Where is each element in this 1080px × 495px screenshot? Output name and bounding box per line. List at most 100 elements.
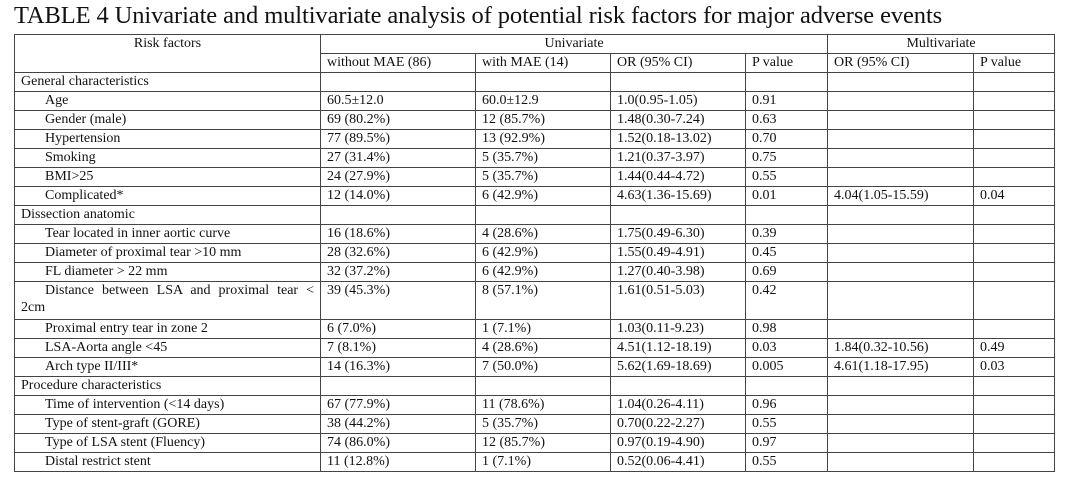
multi-p-cell [973,281,1056,320]
with-mae-cell: 12 (85.7%) [475,110,611,130]
uni-p-cell: 0.55 [744,452,829,472]
empty-cell [320,205,476,225]
table-row: Tear located in inner aortic curve 16 (18… [14,224,1056,244]
empty-cell [744,205,829,225]
empty-cell [610,205,746,225]
uni-or-cell: 4.51(1.12-18.19) [610,338,746,358]
uni-p-cell: 0.75 [744,148,829,168]
header-univariate: Univariate [319,34,829,54]
multi-or-cell: 1.84(0.32-10.56) [827,338,975,358]
empty-cell [827,376,975,396]
multi-p-cell [973,148,1056,168]
empty-cell [610,72,746,92]
header-multivariate: Multivariate [827,34,1056,54]
multi-p-cell [973,395,1056,415]
risk-factor-label: Diameter of proximal tear >10 mm [14,243,321,263]
without-mae-cell: 28 (32.6%) [320,243,476,263]
multi-p-cell [973,224,1056,244]
without-mae-cell: 27 (31.4%) [320,148,476,168]
with-mae-cell: 6 (42.9%) [475,186,611,206]
without-mae-cell: 16 (18.6%) [320,224,476,244]
with-mae-cell: 13 (92.9%) [475,129,611,149]
table-row: Hypertension 77 (89.5%) 13 (92.9%) 1.52(0.1… [14,129,1056,149]
risk-factor-label: Complicated* [14,186,321,206]
uni-or-cell: 1.48(0.30-7.24) [610,110,746,130]
risk-factor-label: Age [14,91,321,111]
header-multi-p: P value [973,53,1056,73]
header-with-mae: with MAE (14) [475,53,611,73]
multi-p-cell [973,452,1056,472]
empty-cell [973,205,1056,225]
uni-p-cell: 0.69 [744,262,829,282]
multi-p-cell: 0.03 [973,357,1056,377]
uni-p-cell: 0.63 [744,110,829,130]
multi-p-cell [973,91,1056,111]
empty-cell [475,376,611,396]
table-row: Type of stent-graft (GORE) 38 (44.2%) 5 (3… [14,414,1056,434]
multi-or-cell [827,262,975,282]
section-row: Procedure characteristics [14,376,1056,396]
without-mae-cell: 74 (86.0%) [320,433,476,453]
risk-factor-label: Distal restrict stent [14,452,321,472]
uni-p-cell: 0.45 [744,243,829,263]
uni-or-cell: 1.04(0.26-4.11) [610,395,746,415]
table-row: BMI>25 24 (27.9%) 5 (35.7%) 1.44(0.44-4.72)… [14,167,1056,187]
empty-cell [610,376,746,396]
risk-factor-label: Arch type II/III* [14,357,321,377]
table-row: Arch type II/III* 14 (16.3%) 7 (50.0%) 5.62… [14,357,1056,377]
multi-or-cell [827,110,975,130]
uni-p-cell: 0.39 [744,224,829,244]
with-mae-cell: 5 (35.7%) [475,167,611,187]
table-row: Complicated* 12 (14.0%) 6 (42.9%) 4.63(1.36… [14,186,1056,206]
with-mae-cell: 1 (7.1%) [475,319,611,339]
risk-factor-label: FL diameter > 22 mm [14,262,321,282]
uni-p-cell: 0.005 [744,357,829,377]
uni-or-cell: 1.03(0.11-9.23) [610,319,746,339]
header-multi-or: OR (95% CI) [827,53,975,73]
empty-cell [744,376,829,396]
table-row: Smoking 27 (31.4%) 5 (35.7%) 1.21(0.37-3.97… [14,148,1056,168]
uni-or-cell: 1.0(0.95-1.05) [610,91,746,111]
multi-or-cell: 4.61(1.18-17.95) [827,357,975,377]
uni-or-cell: 4.63(1.36-15.69) [610,186,746,206]
uni-p-cell: 0.55 [744,167,829,187]
multi-p-cell [973,110,1056,130]
with-mae-cell: 11 (78.6%) [475,395,611,415]
with-mae-cell: 4 (28.6%) [475,338,611,358]
uni-or-cell: 0.52(0.06-4.41) [610,452,746,472]
risk-factor-label: LSA-Aorta angle <45 [14,338,321,358]
with-mae-cell: 1 (7.1%) [475,452,611,472]
uni-p-cell: 0.03 [744,338,829,358]
table-row: Time of intervention (<14 days) 67 (77.9%… [14,395,1056,415]
uni-or-cell: 1.61(0.51-5.03) [610,281,746,320]
with-mae-cell: 7 (50.0%) [475,357,611,377]
with-mae-cell: 5 (35.7%) [475,414,611,434]
empty-cell [320,72,476,92]
without-mae-cell: 7 (8.1%) [320,338,476,358]
header-uni-or: OR (95% CI) [610,53,746,73]
without-mae-cell: 12 (14.0%) [320,186,476,206]
multi-or-cell [827,224,975,244]
multi-or-cell [827,148,975,168]
uni-p-cell: 0.91 [744,91,829,111]
without-mae-cell: 32 (37.2%) [320,262,476,282]
empty-cell [827,72,975,92]
header-blank [14,53,321,73]
table-row: FL diameter > 22 mm 32 (37.2%) 6 (42.9%) 1.… [14,262,1056,282]
risk-factor-label: BMI>25 [14,167,321,187]
uni-or-cell: 1.44(0.44-4.72) [610,167,746,187]
risk-factor-label: Distance between LSA and proximal tear <… [14,281,321,320]
uni-p-cell: 0.96 [744,395,829,415]
risk-factor-label: Hypertension [14,129,321,149]
empty-cell [827,205,975,225]
without-mae-cell: 67 (77.9%) [320,395,476,415]
uni-or-cell: 5.62(1.69-18.69) [610,357,746,377]
without-mae-cell: 14 (16.3%) [320,357,476,377]
table-row: Type of LSA stent (Fluency) 74 (86.0%) 12 … [14,433,1056,453]
uni-p-cell: 0.01 [744,186,829,206]
without-mae-cell: 24 (27.9%) [320,167,476,187]
multi-p-cell [973,243,1056,263]
multi-p-cell: 0.04 [973,186,1056,206]
multi-p-cell [973,433,1056,453]
risk-factor-label: Type of stent-graft (GORE) [14,414,321,434]
